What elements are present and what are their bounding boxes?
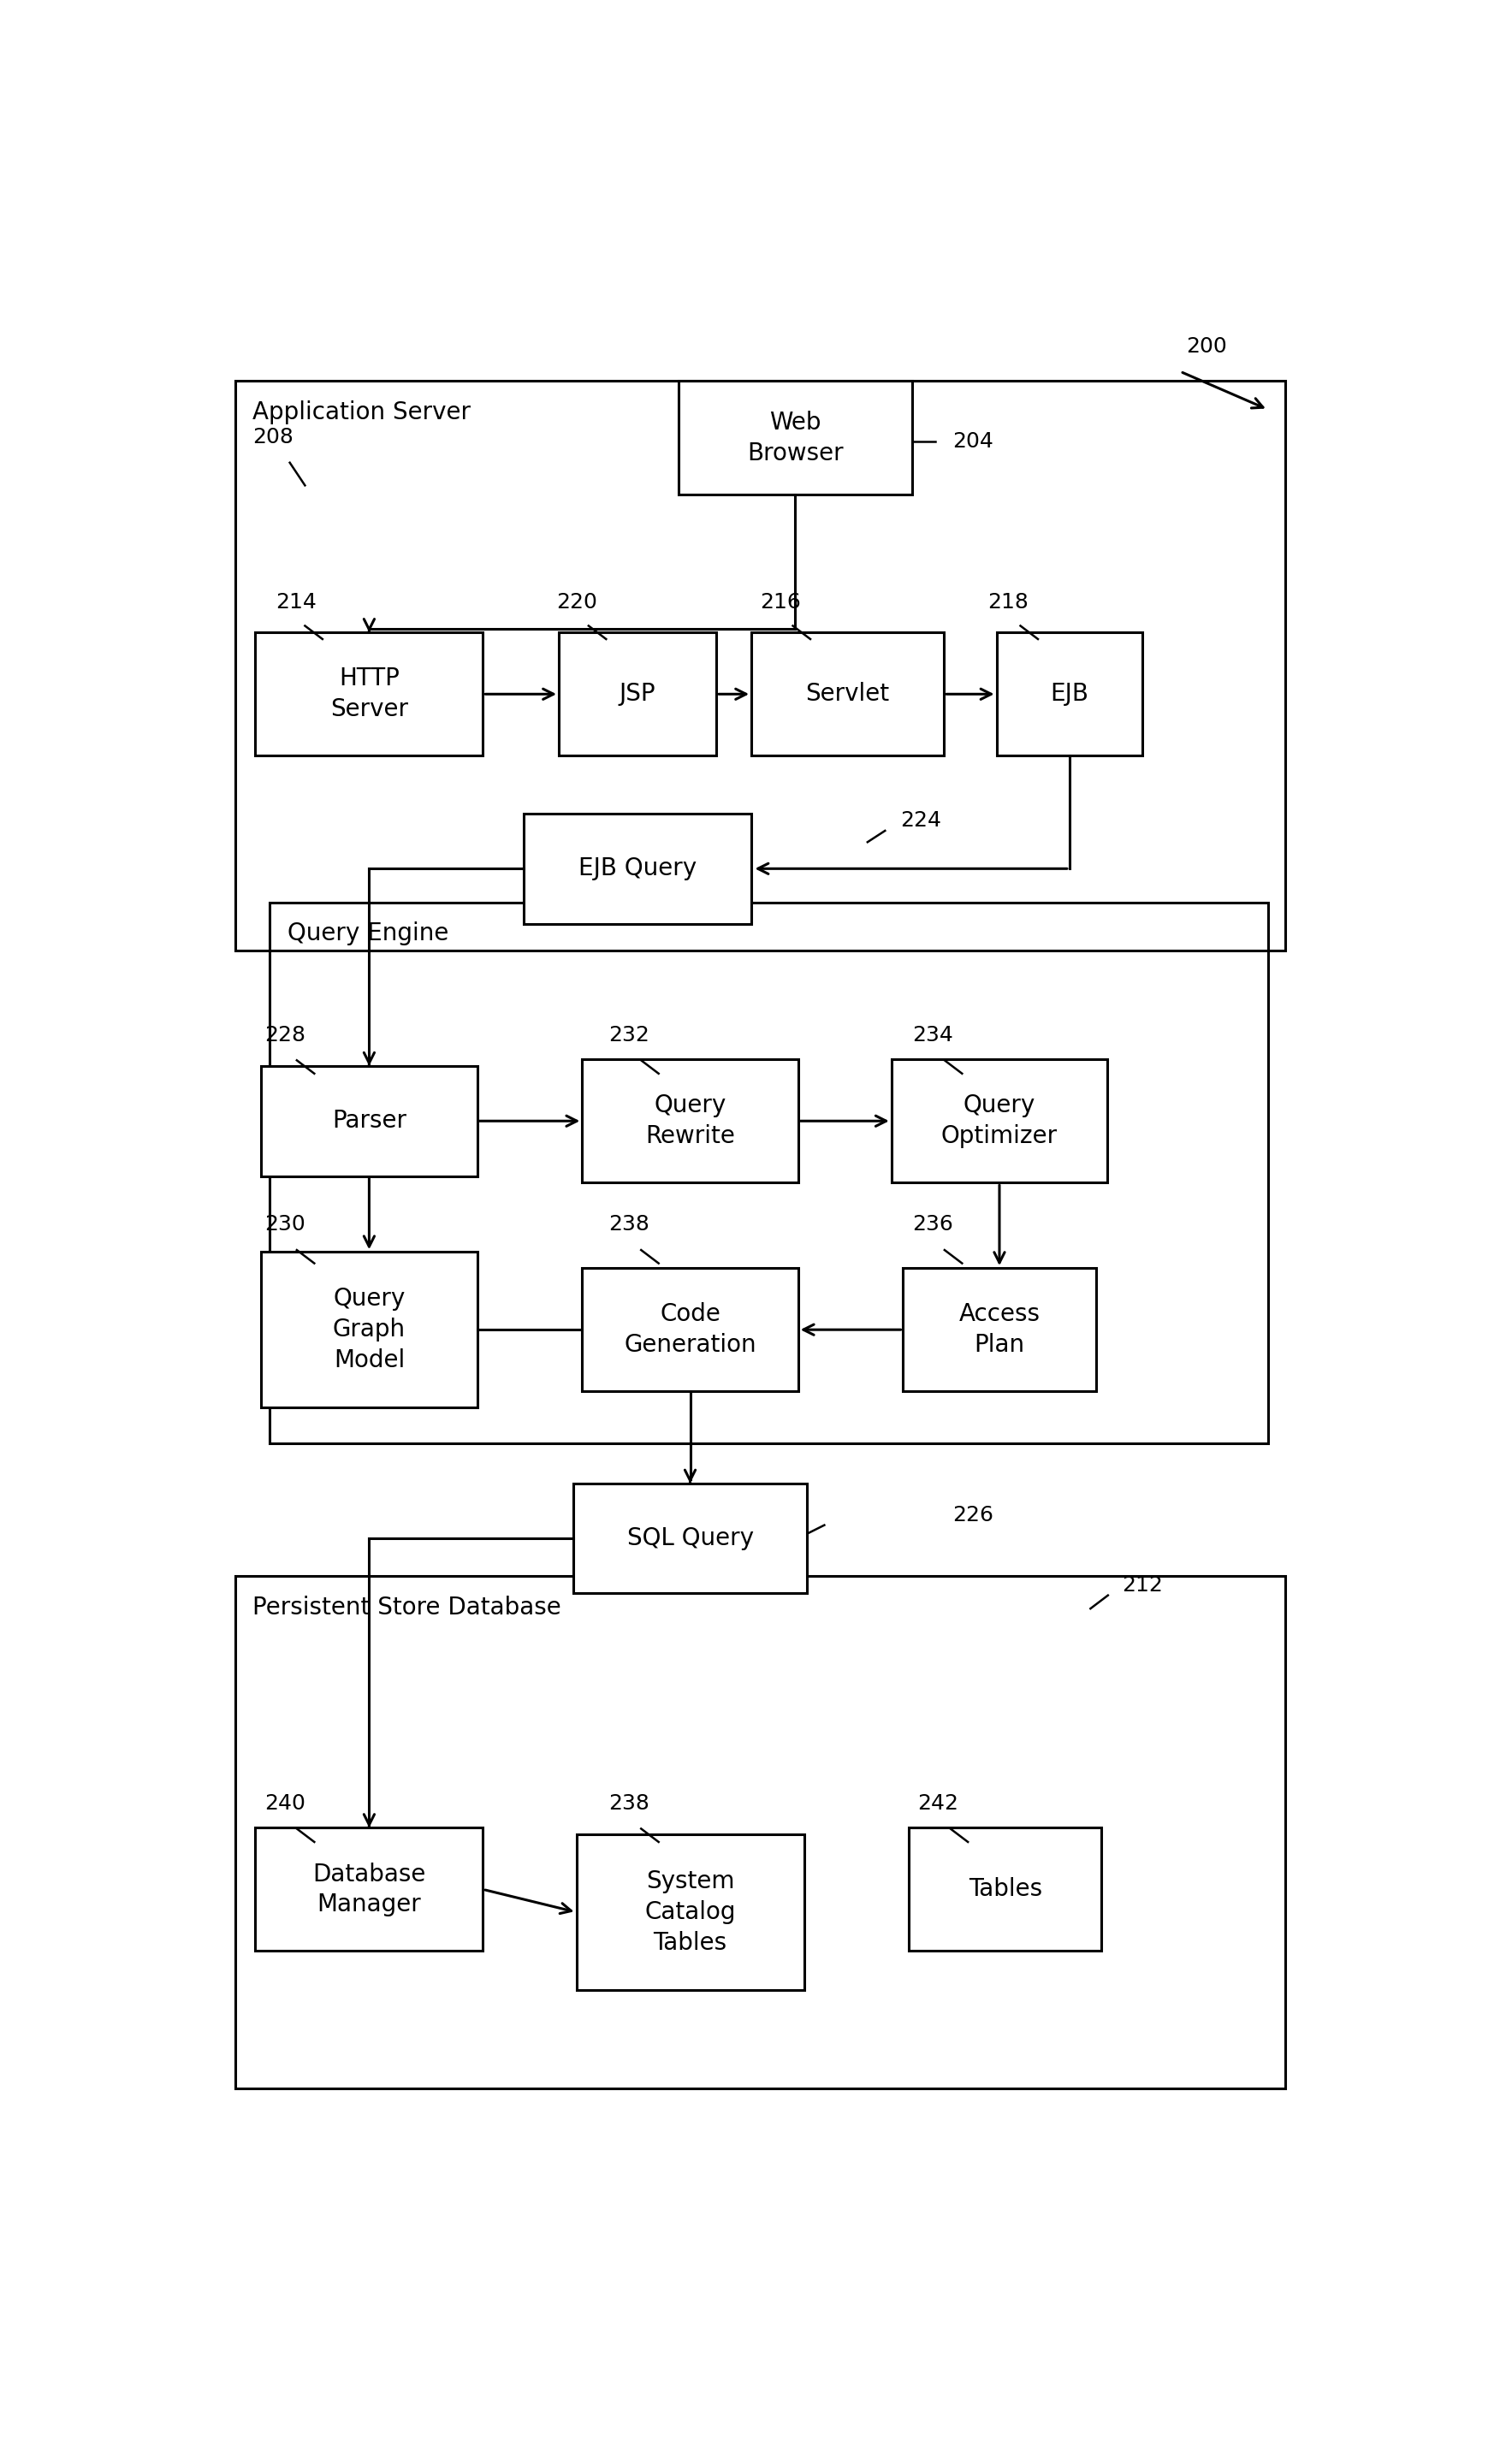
FancyBboxPatch shape bbox=[256, 1828, 483, 1951]
Text: 236: 236 bbox=[913, 1215, 953, 1234]
FancyBboxPatch shape bbox=[559, 633, 717, 756]
Text: Servlet: Servlet bbox=[806, 683, 890, 707]
Text: JSP: JSP bbox=[619, 683, 655, 707]
Text: 238: 238 bbox=[608, 1215, 649, 1234]
Text: 220: 220 bbox=[556, 591, 596, 614]
Text: EJB: EJB bbox=[1050, 683, 1089, 707]
FancyBboxPatch shape bbox=[751, 633, 944, 756]
Text: 226: 226 bbox=[953, 1506, 994, 1525]
Text: SQL Query: SQL Query bbox=[626, 1525, 753, 1550]
Text: Query
Rewrite: Query Rewrite bbox=[645, 1094, 735, 1148]
FancyBboxPatch shape bbox=[910, 1828, 1101, 1951]
Text: Query
Optimizer: Query Optimizer bbox=[941, 1094, 1057, 1148]
Text: HTTP
Server: HTTP Server bbox=[330, 668, 408, 722]
Text: 200: 200 bbox=[1187, 335, 1227, 357]
Text: 234: 234 bbox=[913, 1025, 953, 1045]
FancyBboxPatch shape bbox=[679, 382, 913, 495]
Text: Persistent Store Database: Persistent Store Database bbox=[253, 1594, 562, 1619]
FancyBboxPatch shape bbox=[524, 813, 751, 924]
Text: 228: 228 bbox=[264, 1025, 306, 1045]
FancyBboxPatch shape bbox=[583, 1269, 798, 1392]
Text: Database
Manager: Database Manager bbox=[313, 1863, 426, 1917]
Text: System
Catalog
Tables: System Catalog Tables bbox=[645, 1870, 736, 1954]
Text: Access
Plan: Access Plan bbox=[959, 1303, 1041, 1358]
FancyBboxPatch shape bbox=[261, 1067, 477, 1175]
FancyBboxPatch shape bbox=[261, 1252, 477, 1407]
FancyBboxPatch shape bbox=[904, 1269, 1096, 1392]
Text: 232: 232 bbox=[608, 1025, 649, 1045]
Text: Parser: Parser bbox=[331, 1109, 407, 1133]
Text: 238: 238 bbox=[608, 1794, 649, 1814]
Text: 212: 212 bbox=[1122, 1574, 1163, 1594]
Text: 214: 214 bbox=[276, 591, 316, 614]
FancyBboxPatch shape bbox=[892, 1060, 1107, 1183]
FancyBboxPatch shape bbox=[256, 633, 483, 756]
Text: 218: 218 bbox=[988, 591, 1029, 614]
Text: Web
Browser: Web Browser bbox=[747, 411, 843, 466]
Text: Query
Graph
Model: Query Graph Model bbox=[333, 1286, 405, 1372]
FancyBboxPatch shape bbox=[997, 633, 1143, 756]
Text: 216: 216 bbox=[761, 591, 801, 614]
Text: Tables: Tables bbox=[968, 1878, 1042, 1902]
Text: 204: 204 bbox=[953, 431, 994, 451]
Text: 224: 224 bbox=[901, 811, 941, 830]
Text: 230: 230 bbox=[264, 1215, 306, 1234]
Text: 208: 208 bbox=[253, 426, 294, 448]
Text: 240: 240 bbox=[264, 1794, 306, 1814]
FancyBboxPatch shape bbox=[577, 1833, 804, 1991]
Text: Code
Generation: Code Generation bbox=[623, 1303, 756, 1358]
Text: Application Server: Application Server bbox=[253, 399, 471, 424]
Text: 242: 242 bbox=[917, 1794, 959, 1814]
Text: EJB Query: EJB Query bbox=[578, 857, 697, 880]
Text: Query Engine: Query Engine bbox=[288, 922, 449, 946]
FancyBboxPatch shape bbox=[574, 1483, 807, 1594]
FancyBboxPatch shape bbox=[583, 1060, 798, 1183]
